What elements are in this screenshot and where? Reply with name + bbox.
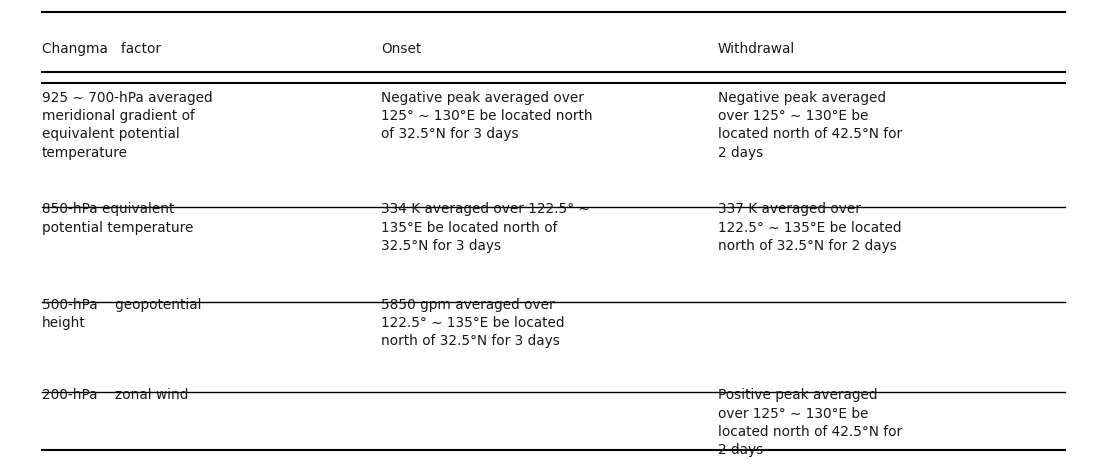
Text: Negative peak averaged
over 125° ∼ 130°E be
located north of 42.5°N for
2 days: Negative peak averaged over 125° ∼ 130°E…	[718, 91, 902, 160]
Text: Onset: Onset	[381, 42, 421, 56]
Text: 5850 gpm averaged over
122.5° ∼ 135°E be located
north of 32.5°N for 3 days: 5850 gpm averaged over 122.5° ∼ 135°E be…	[381, 298, 564, 348]
Text: Changma   factor: Changma factor	[42, 42, 161, 56]
Text: 850-hPa equivalent
potential temperature: 850-hPa equivalent potential temperature	[42, 202, 193, 235]
Text: 925 ∼ 700-hPa averaged
meridional gradient of
equivalent potential
temperature: 925 ∼ 700-hPa averaged meridional gradie…	[42, 91, 213, 160]
Text: 337 K averaged over
122.5° ∼ 135°E be located
north of 32.5°N for 2 days: 337 K averaged over 122.5° ∼ 135°E be lo…	[718, 202, 901, 253]
Text: 200-hPa    zonal wind: 200-hPa zonal wind	[42, 388, 189, 402]
Text: 334 K averaged over 122.5° ∼
135°E be located north of
32.5°N for 3 days: 334 K averaged over 122.5° ∼ 135°E be lo…	[381, 202, 590, 253]
Text: Negative peak averaged over
125° ∼ 130°E be located north
of 32.5°N for 3 days: Negative peak averaged over 125° ∼ 130°E…	[381, 91, 593, 141]
Text: Positive peak averaged
over 125° ∼ 130°E be
located north of 42.5°N for
2 days: Positive peak averaged over 125° ∼ 130°E…	[718, 388, 902, 458]
Text: Withdrawal: Withdrawal	[718, 42, 795, 56]
Text: 500-hPa    geopotential
height: 500-hPa geopotential height	[42, 298, 201, 330]
